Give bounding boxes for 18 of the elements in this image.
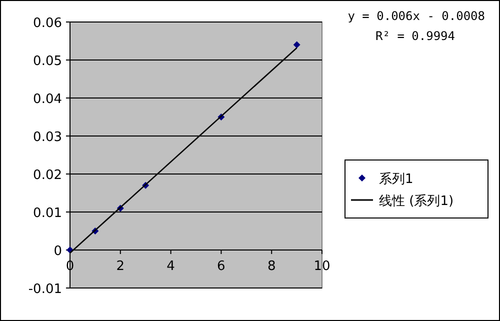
y-tick-label: 0.05 (33, 54, 62, 69)
legend-label: 线性 (系列1) (379, 194, 454, 209)
x-tick-label: 8 (267, 259, 276, 274)
y-tick-label: 0.06 (33, 16, 62, 31)
y-tick-label: 0.03 (33, 130, 62, 145)
text: R² = 0.9994 (376, 29, 455, 43)
y-tick-label: -0.01 (28, 282, 62, 297)
y-tick-label: 0.01 (33, 206, 62, 221)
legend-label: 系列1 (379, 172, 414, 187)
text: y = 0.006x - 0.0008 (348, 9, 485, 23)
y-tick-label: 0.04 (33, 92, 62, 107)
y-tick-label: 0 (54, 244, 62, 259)
x-tick-label: 6 (217, 259, 226, 274)
y-tick-label: 0.02 (33, 168, 62, 183)
point (293, 41, 300, 48)
x-tick-label: 2 (116, 259, 125, 274)
x-tick-label: 4 (166, 259, 175, 274)
x-tick-label: 10 (314, 259, 330, 274)
